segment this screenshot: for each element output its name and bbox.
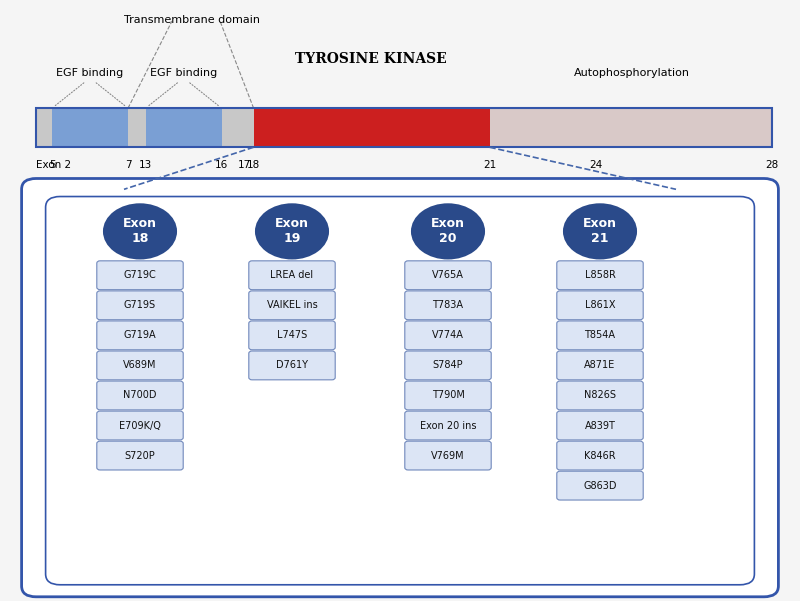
FancyBboxPatch shape — [97, 411, 183, 440]
Text: 7: 7 — [125, 160, 131, 171]
FancyBboxPatch shape — [97, 321, 183, 350]
Text: EGF binding: EGF binding — [150, 68, 218, 78]
Text: 17: 17 — [238, 160, 250, 171]
FancyBboxPatch shape — [97, 261, 183, 290]
Text: G719S: G719S — [124, 300, 156, 310]
Bar — [146, 108, 222, 147]
Text: 21: 21 — [483, 160, 496, 171]
Text: D761Y: D761Y — [276, 361, 308, 370]
Text: V774A: V774A — [432, 331, 464, 340]
FancyBboxPatch shape — [405, 321, 491, 350]
Text: Exon 20 ins: Exon 20 ins — [420, 421, 476, 430]
Text: VAIKEL ins: VAIKEL ins — [266, 300, 318, 310]
Text: Transmembrane domain: Transmembrane domain — [124, 15, 260, 25]
FancyBboxPatch shape — [557, 441, 643, 470]
Text: G719A: G719A — [124, 331, 156, 340]
Text: T790M: T790M — [431, 391, 465, 400]
Text: Exon
20: Exon 20 — [431, 218, 465, 245]
FancyBboxPatch shape — [557, 261, 643, 290]
FancyBboxPatch shape — [557, 471, 643, 500]
FancyBboxPatch shape — [405, 411, 491, 440]
FancyBboxPatch shape — [405, 351, 491, 380]
Text: Exon
19: Exon 19 — [275, 218, 309, 245]
FancyBboxPatch shape — [249, 351, 335, 380]
Bar — [490, 108, 772, 147]
Text: G719C: G719C — [124, 270, 156, 280]
Text: Autophosphorylation: Autophosphorylation — [574, 68, 690, 78]
Text: K846R: K846R — [584, 451, 616, 460]
FancyBboxPatch shape — [405, 261, 491, 290]
FancyBboxPatch shape — [557, 351, 643, 380]
Bar — [254, 108, 490, 147]
Text: S784P: S784P — [433, 361, 463, 370]
FancyBboxPatch shape — [249, 321, 335, 350]
Text: A839T: A839T — [585, 421, 615, 430]
FancyBboxPatch shape — [557, 291, 643, 320]
Text: E709K/Q: E709K/Q — [119, 421, 161, 430]
FancyBboxPatch shape — [249, 261, 335, 290]
Text: L858R: L858R — [585, 270, 615, 280]
Text: L747S: L747S — [277, 331, 307, 340]
Text: L861X: L861X — [585, 300, 615, 310]
FancyBboxPatch shape — [97, 441, 183, 470]
Text: T854A: T854A — [585, 331, 615, 340]
Text: S720P: S720P — [125, 451, 155, 460]
Text: LREA del: LREA del — [270, 270, 314, 280]
FancyBboxPatch shape — [46, 197, 754, 585]
FancyBboxPatch shape — [97, 291, 183, 320]
Text: V765A: V765A — [432, 270, 464, 280]
Text: Exon
18: Exon 18 — [123, 218, 157, 245]
FancyBboxPatch shape — [249, 291, 335, 320]
Text: T783A: T783A — [433, 300, 463, 310]
Text: 28: 28 — [766, 160, 778, 171]
Ellipse shape — [256, 204, 328, 258]
Text: N700D: N700D — [123, 391, 157, 400]
Text: EGF binding: EGF binding — [56, 68, 124, 78]
FancyBboxPatch shape — [557, 411, 643, 440]
Text: 5: 5 — [49, 160, 55, 171]
FancyBboxPatch shape — [22, 178, 778, 597]
Text: Exon
21: Exon 21 — [583, 218, 617, 245]
Bar — [52, 108, 128, 147]
Text: N826S: N826S — [584, 391, 616, 400]
Text: 18: 18 — [247, 160, 260, 171]
FancyBboxPatch shape — [557, 381, 643, 410]
Ellipse shape — [564, 204, 636, 258]
Text: V689M: V689M — [123, 361, 157, 370]
Bar — [36, 108, 52, 147]
FancyBboxPatch shape — [405, 291, 491, 320]
Bar — [222, 108, 254, 147]
FancyBboxPatch shape — [405, 381, 491, 410]
Text: G863D: G863D — [583, 481, 617, 490]
Text: A871E: A871E — [584, 361, 616, 370]
FancyBboxPatch shape — [97, 381, 183, 410]
FancyBboxPatch shape — [97, 351, 183, 380]
Text: TYROSINE KINASE: TYROSINE KINASE — [295, 52, 447, 66]
FancyBboxPatch shape — [405, 441, 491, 470]
Text: 24: 24 — [590, 160, 602, 171]
Bar — [128, 108, 146, 147]
Ellipse shape — [104, 204, 176, 258]
Text: Exon 2: Exon 2 — [36, 160, 71, 171]
Text: 13: 13 — [139, 160, 152, 171]
FancyBboxPatch shape — [557, 321, 643, 350]
Text: 16: 16 — [215, 160, 228, 171]
Ellipse shape — [412, 204, 484, 258]
Text: V769M: V769M — [431, 451, 465, 460]
